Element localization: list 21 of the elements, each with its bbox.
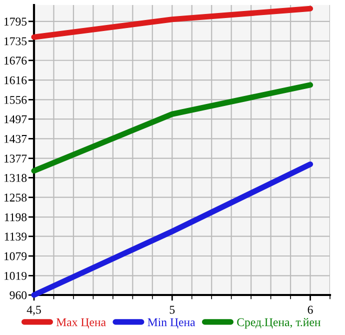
x-tick-label: 6 <box>308 306 313 314</box>
y-tick-label: 1139 <box>4 232 27 241</box>
y-tick-label: 960 <box>10 291 27 300</box>
y-tick-label: 1795 <box>4 18 27 26</box>
y-tick-label: 1079 <box>4 252 27 260</box>
legend-label: Min Цена <box>148 318 196 329</box>
y-tick-label: 1616 <box>4 76 27 84</box>
y-tick-label: 1377 <box>4 154 27 163</box>
y-tick-label: 1676 <box>4 56 27 65</box>
y-tick-label: 1019 <box>4 272 27 280</box>
y-tick-label: 1735 <box>4 37 27 46</box>
x-tick-label: 5 <box>170 306 175 314</box>
y-tick-label: 1258 <box>4 194 27 202</box>
y-tick-label: 1437 <box>4 134 27 143</box>
legend-label: Max Цена <box>56 318 106 329</box>
y-tick-label: 1497 <box>4 115 27 124</box>
y-tick-label: 1318 <box>4 174 27 182</box>
legend-label: Сред.Цена, т.йен <box>237 318 320 329</box>
y-tick-label: 1198 <box>4 213 27 222</box>
x-tick-label: 4,5 <box>26 306 41 316</box>
y-tick-label: 1556 <box>4 96 27 104</box>
